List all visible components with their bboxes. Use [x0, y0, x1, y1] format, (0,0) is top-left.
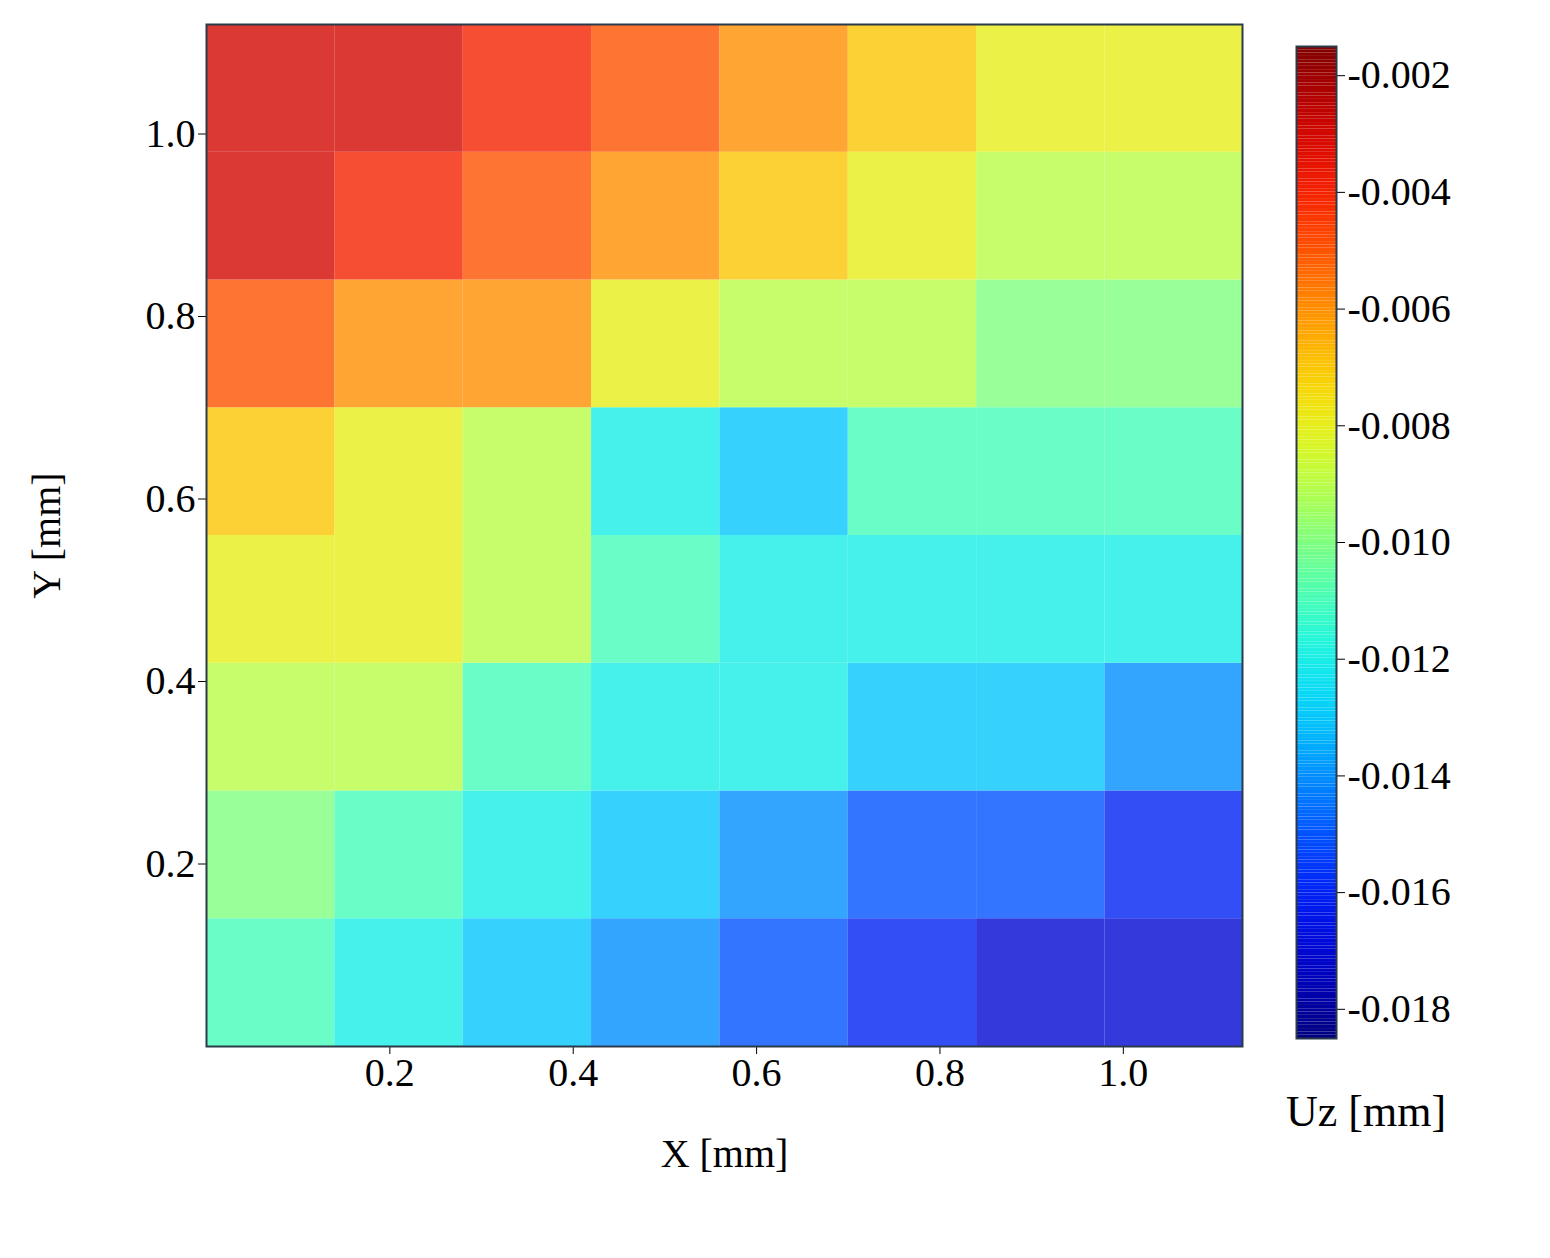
svg-text:-0.004: -0.004: [1348, 169, 1451, 214]
svg-text:0.8: 0.8: [146, 293, 196, 338]
html-text:Uz [mm]: Uz [mm]: [1286, 1087, 1447, 1136]
svg-text:-0.018: -0.018: [1348, 986, 1451, 1031]
svg-text:-0.012: -0.012: [1348, 636, 1451, 681]
svg-text:X [mm]: X [mm]: [661, 1131, 789, 1176]
svg-text:1.0: 1.0: [146, 111, 196, 156]
svg-text:0.4: 0.4: [548, 1050, 598, 1095]
svg-text:-0.006: -0.006: [1348, 286, 1451, 331]
svg-text:-0.010: -0.010: [1348, 519, 1451, 564]
svg-text:-0.008: -0.008: [1348, 403, 1451, 448]
svg-text:0.4: 0.4: [146, 658, 196, 703]
svg-text:Y [mm]: Y [mm]: [24, 472, 69, 598]
svg-text:-0.002: -0.002: [1348, 52, 1451, 97]
svg-text:0.6: 0.6: [732, 1050, 782, 1095]
svg-text:1.0: 1.0: [1098, 1050, 1148, 1095]
svg-text:-0.014: -0.014: [1348, 753, 1451, 798]
svg-text:0.2: 0.2: [365, 1050, 415, 1095]
svg-text:0.2: 0.2: [146, 841, 196, 886]
svg-text:-0.016: -0.016: [1348, 869, 1451, 914]
svg-text:0.8: 0.8: [915, 1050, 965, 1095]
svg-text:0.6: 0.6: [146, 476, 196, 521]
